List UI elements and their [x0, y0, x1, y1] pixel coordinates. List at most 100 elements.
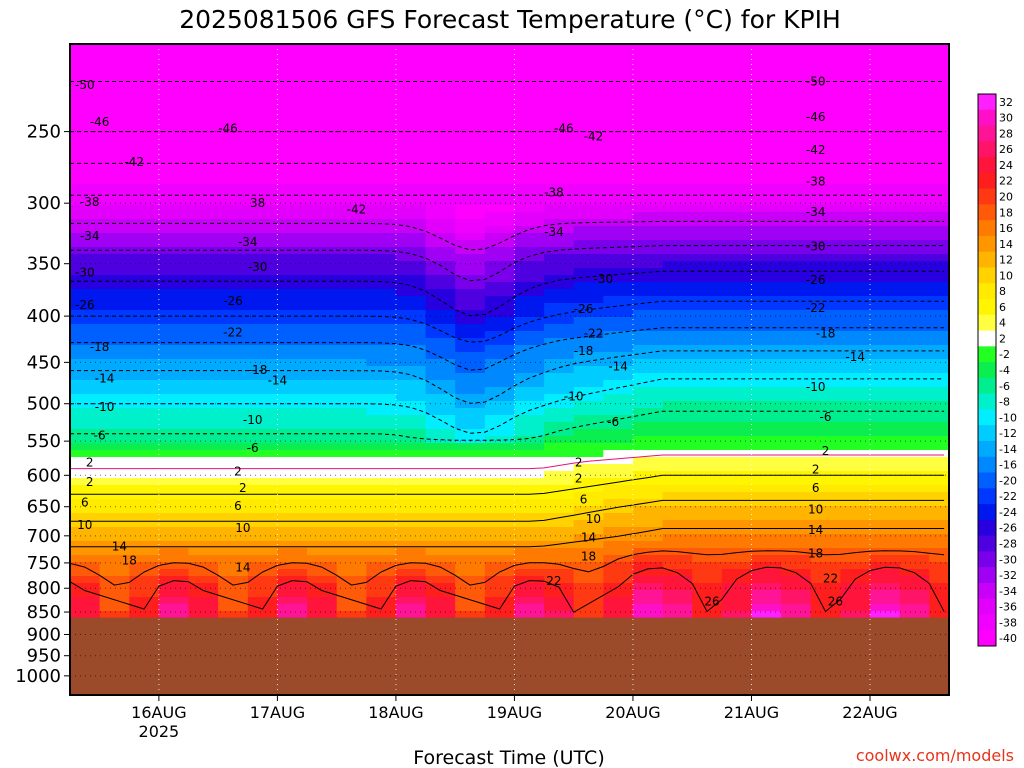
heatmap-cell — [514, 177, 545, 185]
heatmap-cell — [218, 142, 249, 150]
heatmap-cell — [840, 387, 871, 395]
heatmap-cell — [840, 142, 871, 150]
colorbar-label: -8 — [999, 396, 1010, 409]
heatmap-cell — [929, 534, 949, 542]
heatmap-cell — [366, 324, 397, 332]
heatmap-cell — [425, 611, 456, 619]
heatmap-cell — [721, 51, 752, 59]
heatmap-cell — [455, 394, 486, 402]
heatmap-cell — [840, 478, 871, 486]
heatmap-cell — [484, 282, 515, 290]
heatmap-cell — [751, 541, 782, 549]
contour-label: -34 — [544, 225, 564, 239]
heatmap-cell — [721, 534, 752, 542]
heatmap-cell — [692, 170, 723, 178]
heatmap-cell — [70, 569, 101, 577]
heatmap-cell — [99, 422, 130, 430]
heatmap-cell — [662, 464, 693, 472]
heatmap-cell — [336, 79, 367, 87]
heatmap-cell — [573, 513, 604, 521]
heatmap-cell — [188, 156, 219, 164]
contour-label: 10 — [808, 503, 823, 517]
heatmap-cell — [307, 555, 338, 563]
heatmap-cell — [603, 310, 634, 318]
heatmap-cell — [514, 548, 545, 556]
heatmap-cell — [277, 520, 308, 528]
heatmap-cell — [899, 198, 930, 206]
heatmap-cell — [158, 219, 190, 227]
heatmap-cell — [870, 79, 901, 87]
heatmap-cell — [366, 331, 397, 339]
heatmap-cell — [218, 597, 249, 605]
heatmap-cell — [692, 492, 723, 500]
heatmap-cell — [366, 534, 397, 542]
heatmap-cell — [366, 72, 397, 80]
heatmap-cell — [633, 401, 664, 409]
heatmap-cell — [455, 163, 486, 171]
heatmap-cell — [929, 79, 949, 87]
heatmap-cell — [247, 205, 278, 213]
heatmap-cell — [633, 450, 664, 458]
heatmap-cell — [70, 576, 101, 584]
heatmap-cell — [810, 303, 841, 311]
heatmap-cell — [544, 44, 575, 52]
heatmap-cell — [721, 352, 752, 360]
heatmap-cell — [662, 177, 693, 185]
heatmap-cell — [247, 513, 278, 521]
heatmap-cell — [751, 170, 782, 178]
heatmap-cell — [840, 212, 871, 220]
heatmap-cell — [573, 373, 604, 381]
heatmap-cell — [544, 212, 575, 220]
heatmap-cell — [573, 338, 604, 346]
heatmap-cell — [366, 478, 397, 486]
heatmap-cell — [633, 275, 664, 283]
colorbar-swatch — [978, 409, 996, 426]
heatmap-cell — [277, 597, 308, 605]
y-tick-label: 900 — [27, 624, 61, 645]
heatmap-cell — [336, 597, 367, 605]
heatmap-cell — [484, 317, 515, 325]
heatmap-cell — [810, 492, 841, 500]
heatmap-cell — [99, 408, 130, 416]
heatmap-cell — [307, 170, 338, 178]
heatmap-cell — [751, 590, 782, 598]
heatmap-cell — [929, 506, 949, 514]
heatmap-cell — [751, 422, 782, 430]
heatmap-cell — [455, 233, 486, 241]
heatmap-cell — [158, 65, 190, 73]
heatmap-cell — [810, 93, 841, 101]
heatmap-cell — [336, 338, 367, 346]
heatmap-cell — [840, 317, 871, 325]
x-tick-label: 21AUG — [724, 703, 779, 722]
heatmap-cell — [810, 121, 841, 129]
heatmap-cell — [366, 289, 397, 297]
heatmap-cell — [70, 443, 101, 451]
heatmap-cell — [99, 450, 130, 458]
heatmap-cell — [751, 58, 782, 66]
heatmap-cell — [455, 576, 486, 584]
heatmap-cell — [484, 541, 515, 549]
heatmap-cell — [870, 387, 901, 395]
heatmap-cell — [573, 562, 604, 570]
heatmap-cell — [692, 79, 723, 87]
heatmap-cell — [751, 513, 782, 521]
heatmap-cell — [514, 149, 545, 157]
heatmap-cell — [484, 198, 515, 206]
heatmap-cell — [247, 93, 278, 101]
heatmap-cell — [129, 107, 160, 115]
heatmap-cell — [336, 51, 367, 59]
heatmap-cell — [633, 233, 664, 241]
colorbar-label: 30 — [999, 112, 1013, 125]
heatmap-cell — [158, 562, 190, 570]
heatmap-cell — [840, 86, 871, 94]
heatmap-cell — [158, 359, 190, 367]
colorbar-label: 10 — [999, 269, 1013, 282]
heatmap-cell — [781, 373, 812, 381]
heatmap-cell — [277, 408, 308, 416]
heatmap-cell — [277, 359, 308, 367]
heatmap-cell — [514, 436, 545, 444]
heatmap-cell — [188, 65, 219, 73]
colorbar-swatch — [978, 157, 996, 174]
heatmap-cell — [544, 310, 575, 318]
heatmap-cell — [781, 240, 812, 248]
